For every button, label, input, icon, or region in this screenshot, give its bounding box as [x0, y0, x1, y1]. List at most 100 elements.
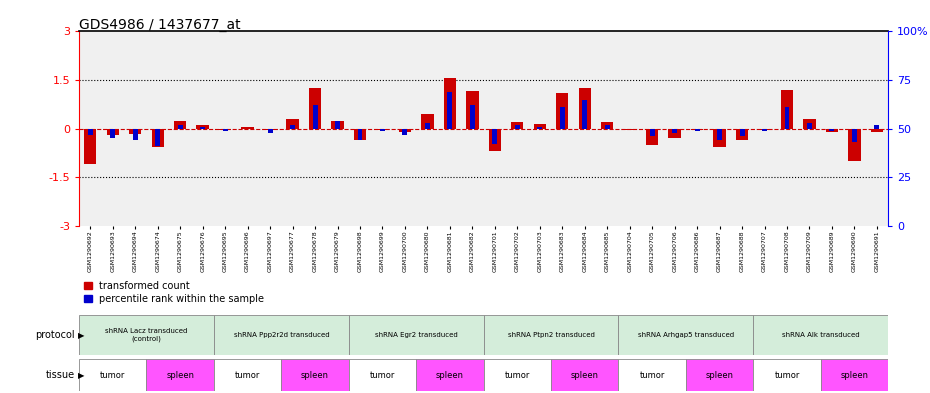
- Bar: [403, 129, 407, 134]
- Bar: [309, 88, 321, 129]
- Text: tissue: tissue: [46, 370, 74, 380]
- Bar: [155, 129, 160, 146]
- Text: GDS4986 / 1437677_at: GDS4986 / 1437677_at: [79, 18, 241, 32]
- Bar: [335, 121, 340, 129]
- Bar: [377, 129, 389, 130]
- Bar: [512, 122, 524, 129]
- Bar: [785, 107, 790, 129]
- Bar: [79, 315, 214, 355]
- Text: tumor: tumor: [235, 371, 260, 380]
- Bar: [447, 92, 452, 129]
- Bar: [623, 129, 636, 130]
- Bar: [133, 129, 138, 140]
- Bar: [830, 129, 834, 130]
- Bar: [695, 129, 699, 130]
- Bar: [286, 119, 299, 129]
- Bar: [417, 359, 484, 391]
- Bar: [87, 129, 93, 134]
- Text: shRNA Ppp2r2d transduced: shRNA Ppp2r2d transduced: [233, 332, 329, 338]
- Bar: [281, 359, 349, 391]
- Bar: [178, 125, 182, 129]
- Bar: [826, 129, 838, 132]
- Bar: [152, 129, 164, 147]
- Bar: [466, 92, 479, 129]
- Bar: [601, 122, 614, 129]
- Bar: [685, 359, 753, 391]
- Bar: [484, 315, 618, 355]
- Bar: [538, 127, 542, 129]
- Bar: [214, 315, 349, 355]
- Text: spleen: spleen: [706, 371, 734, 380]
- Bar: [578, 88, 591, 129]
- Bar: [107, 129, 119, 135]
- Bar: [874, 125, 880, 129]
- Bar: [618, 315, 753, 355]
- Bar: [650, 129, 655, 136]
- Bar: [739, 129, 745, 136]
- Text: spleen: spleen: [841, 371, 869, 380]
- Bar: [174, 121, 186, 129]
- Bar: [753, 359, 820, 391]
- Bar: [425, 123, 430, 129]
- Text: tumor: tumor: [370, 371, 395, 380]
- Bar: [196, 125, 209, 129]
- Bar: [672, 129, 677, 132]
- Bar: [646, 129, 658, 145]
- Bar: [312, 105, 317, 129]
- Text: spleen: spleen: [436, 371, 464, 380]
- Bar: [264, 129, 276, 130]
- Bar: [848, 129, 860, 161]
- Bar: [717, 129, 722, 140]
- Bar: [470, 105, 475, 129]
- Bar: [290, 125, 295, 129]
- Bar: [582, 99, 587, 129]
- Bar: [762, 129, 767, 130]
- Bar: [781, 90, 793, 129]
- Text: shRNA Arhgap5 transduced: shRNA Arhgap5 transduced: [638, 332, 734, 338]
- Text: protocol: protocol: [34, 330, 74, 340]
- Bar: [147, 359, 214, 391]
- Bar: [852, 129, 857, 142]
- Legend: transformed count, percentile rank within the sample: transformed count, percentile rank withi…: [84, 281, 264, 304]
- Bar: [758, 129, 771, 130]
- Bar: [691, 129, 703, 130]
- Bar: [669, 129, 681, 138]
- Bar: [515, 125, 520, 129]
- Bar: [560, 107, 565, 129]
- Text: shRNA Lacz transduced
(control): shRNA Lacz transduced (control): [105, 328, 188, 342]
- Bar: [331, 121, 344, 129]
- Bar: [200, 127, 206, 129]
- Bar: [753, 315, 888, 355]
- Bar: [219, 129, 232, 130]
- Text: shRNA Alk transduced: shRNA Alk transduced: [782, 332, 859, 338]
- Text: tumor: tumor: [640, 371, 665, 380]
- Bar: [713, 129, 725, 147]
- Text: spleen: spleen: [571, 371, 599, 380]
- Text: shRNA Ptpn2 transduced: shRNA Ptpn2 transduced: [508, 332, 594, 338]
- Bar: [353, 129, 366, 140]
- Bar: [349, 315, 484, 355]
- Text: tumor: tumor: [100, 371, 126, 380]
- Bar: [79, 359, 147, 391]
- Bar: [807, 123, 812, 129]
- Bar: [444, 79, 456, 129]
- Bar: [736, 129, 749, 140]
- Bar: [870, 129, 883, 132]
- Bar: [222, 129, 228, 130]
- Bar: [556, 93, 568, 129]
- Bar: [488, 129, 501, 151]
- Text: ▶: ▶: [78, 331, 85, 340]
- Text: tumor: tumor: [775, 371, 800, 380]
- Bar: [551, 359, 618, 391]
- Bar: [604, 125, 610, 129]
- Bar: [111, 129, 115, 138]
- Text: shRNA Egr2 transduced: shRNA Egr2 transduced: [375, 332, 458, 338]
- Bar: [129, 129, 141, 134]
- Bar: [484, 359, 551, 391]
- Bar: [534, 124, 546, 129]
- Text: spleen: spleen: [166, 371, 194, 380]
- Bar: [380, 129, 385, 130]
- Bar: [357, 129, 363, 140]
- Bar: [421, 114, 433, 129]
- Text: ▶: ▶: [78, 371, 85, 380]
